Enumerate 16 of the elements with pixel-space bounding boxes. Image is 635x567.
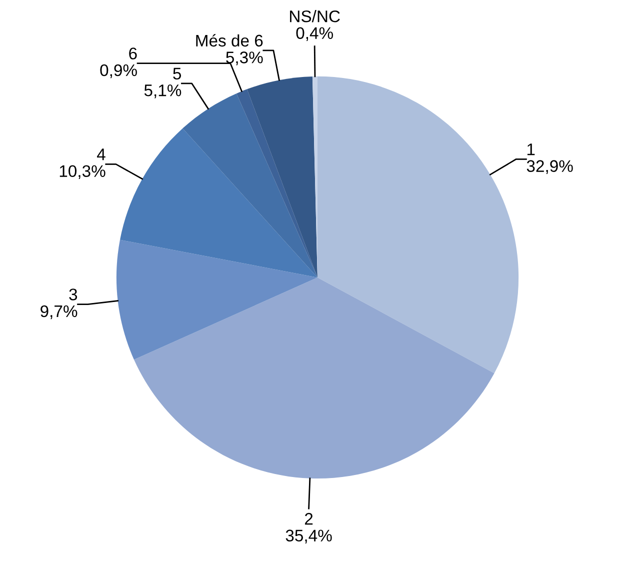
slice-label: 1	[527, 144, 535, 156]
slice-label: 5	[173, 68, 182, 80]
slice-label: Més de 6	[196, 34, 263, 47]
slice-label: 4	[97, 148, 106, 160]
data-label: 5,3%	[226, 52, 263, 66]
slice-label: 6	[129, 48, 137, 60]
slice-label: 3	[69, 288, 78, 300]
data-label: 5,1%	[144, 84, 182, 98]
data-label: 9,7%	[40, 305, 78, 320]
data-label: 10,3%	[60, 165, 106, 179]
data-label: 32,9%	[526, 160, 573, 174]
data-label: 35,4%	[286, 530, 332, 544]
data-label: 0,9%	[100, 64, 137, 78]
data-label: 0,4%	[296, 27, 333, 41]
slice-label: NS/NC	[290, 10, 340, 22]
slice-label: 2	[304, 512, 313, 525]
